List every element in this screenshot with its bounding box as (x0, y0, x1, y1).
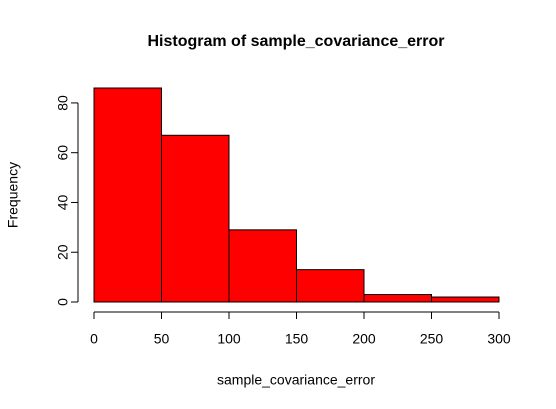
x-tick-label: 250 (420, 331, 444, 347)
y-tick-label: 60 (55, 145, 71, 161)
bar (228, 229, 297, 303)
y-tick-label: 0 (55, 298, 71, 306)
bar (93, 87, 162, 303)
chart-title: Histogram of sample_covariance_error (147, 33, 444, 50)
y-tick-label: 80 (55, 95, 71, 111)
x-tick-label: 200 (352, 331, 376, 347)
bar (161, 134, 230, 303)
x-tick-label: 300 (487, 331, 511, 347)
x-tick-label: 150 (285, 331, 309, 347)
x-axis-label: sample_covariance_error (217, 372, 375, 388)
x-tick-label: 50 (154, 331, 170, 347)
y-tick-label: 40 (55, 194, 71, 210)
y-axis-label: Frequency (5, 162, 21, 228)
x-tick-label: 0 (90, 331, 98, 347)
x-tick-label: 100 (217, 331, 241, 347)
bar (363, 294, 432, 303)
bar (296, 269, 365, 303)
bar (431, 296, 500, 303)
y-tick-label: 20 (55, 244, 71, 260)
